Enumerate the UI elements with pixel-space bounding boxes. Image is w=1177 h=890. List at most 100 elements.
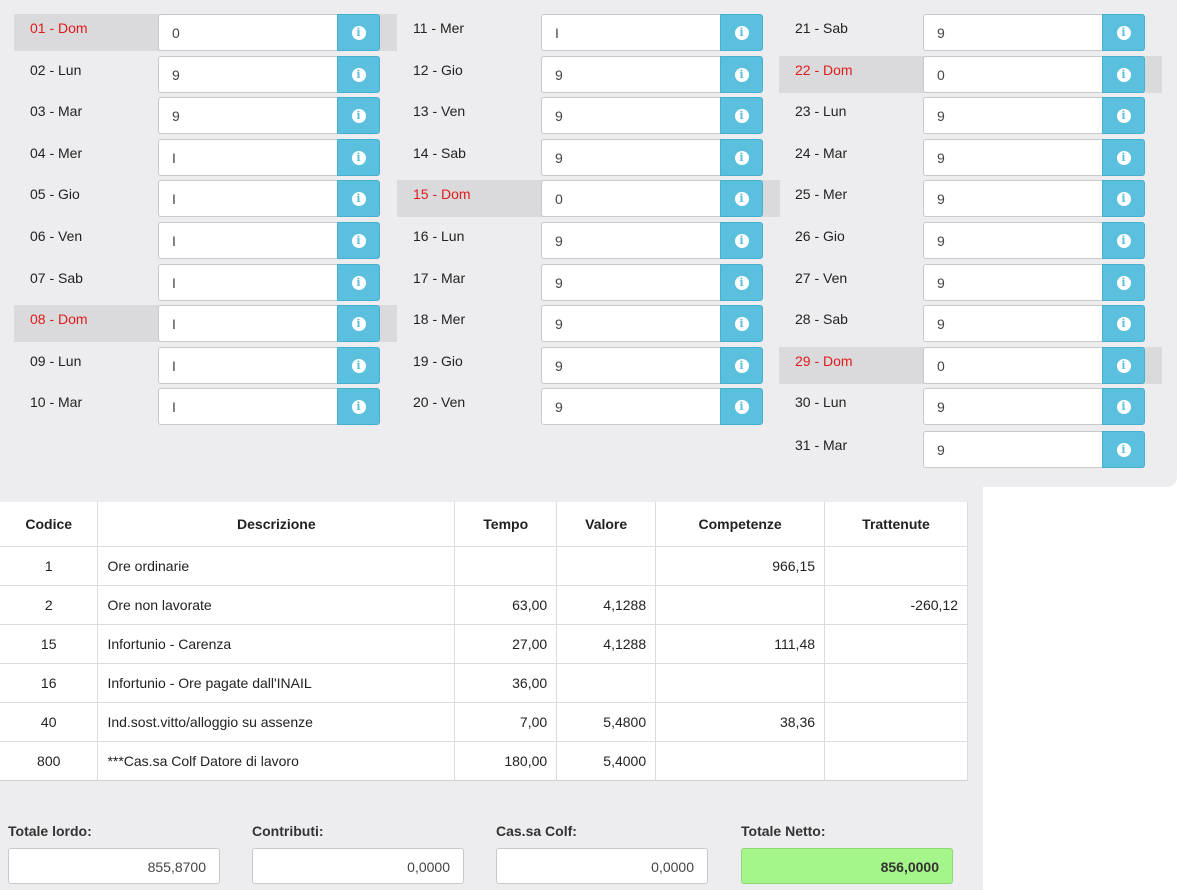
day-row: 03 - Mar 9 i — [14, 97, 397, 134]
day-label: 27 - Ven — [795, 270, 848, 286]
info-circle-icon: i — [1116, 191, 1131, 206]
cell-time: 27,00 — [454, 623, 558, 664]
day-info-button[interactable]: i — [1102, 14, 1145, 51]
cassa-colf-field[interactable]: 0,0000 — [496, 848, 708, 884]
day-hours-input[interactable]: 9 — [541, 56, 721, 93]
day-hours-input[interactable]: 0 — [158, 14, 338, 51]
day-label: 02 - Lun — [30, 62, 82, 78]
day-row: 14 - Sab 9 i — [397, 139, 780, 176]
cell-deductions — [824, 662, 968, 703]
day-info-button[interactable]: i — [337, 56, 380, 93]
day-info-button[interactable]: i — [720, 14, 763, 51]
day-hours-input[interactable]: I — [158, 305, 338, 342]
day-row: 02 - Lun 9 i — [14, 56, 397, 93]
day-label: 14 - Sab — [413, 145, 466, 161]
day-hours-input[interactable]: 9 — [158, 97, 338, 134]
day-info-button[interactable]: i — [720, 222, 763, 259]
day-info-button[interactable]: i — [1102, 180, 1145, 217]
day-hours-input[interactable]: 9 — [541, 139, 721, 176]
day-info-button[interactable]: i — [1102, 388, 1145, 425]
day-info-button[interactable]: i — [720, 56, 763, 93]
day-hours-input[interactable]: 9 — [923, 97, 1103, 134]
cell-earnings: 111,48 — [655, 623, 826, 664]
info-circle-icon: i — [1116, 25, 1131, 40]
day-hours-input[interactable]: 0 — [923, 56, 1103, 93]
day-info-button[interactable]: i — [337, 264, 380, 301]
day-info-button[interactable]: i — [720, 97, 763, 134]
day-info-button[interactable]: i — [720, 388, 763, 425]
day-info-button[interactable]: i — [337, 97, 380, 134]
info-circle-icon: i — [734, 67, 749, 82]
day-hours-input[interactable]: I — [541, 14, 721, 51]
contributions-field[interactable]: 0,0000 — [252, 848, 464, 884]
day-info-button[interactable]: i — [337, 388, 380, 425]
day-info-button[interactable]: i — [1102, 139, 1145, 176]
day-hours-input[interactable]: 9 — [541, 264, 721, 301]
day-info-button[interactable]: i — [1102, 222, 1145, 259]
day-info-button[interactable]: i — [337, 139, 380, 176]
day-hours-input[interactable]: 0 — [541, 180, 721, 217]
day-info-button[interactable]: i — [1102, 347, 1145, 384]
day-hours-input[interactable]: 9 — [923, 180, 1103, 217]
day-hours-input[interactable]: 9 — [923, 388, 1103, 425]
gross-total-field[interactable]: 855,8700 — [8, 848, 220, 884]
cell-description: Ind.sost.vitto/alloggio su assenze — [97, 701, 456, 742]
day-label: 03 - Mar — [30, 103, 83, 119]
day-info-button[interactable]: i — [1102, 264, 1145, 301]
cell-code: 800 — [0, 740, 99, 781]
day-hours-input[interactable]: 9 — [923, 222, 1103, 259]
day-hours-input[interactable]: I — [158, 180, 338, 217]
day-hours-input[interactable]: 9 — [541, 347, 721, 384]
cell-code: 1 — [0, 545, 99, 586]
day-hours-input[interactable]: 9 — [541, 305, 721, 342]
day-label: 24 - Mar — [795, 145, 848, 161]
info-circle-icon: i — [734, 191, 749, 206]
day-hours-input[interactable]: I — [158, 264, 338, 301]
net-total-field[interactable]: 856,0000 — [741, 848, 953, 884]
day-info-button[interactable]: i — [1102, 56, 1145, 93]
day-hours-input[interactable]: I — [158, 222, 338, 259]
info-circle-icon: i — [734, 233, 749, 248]
day-info-button[interactable]: i — [337, 14, 380, 51]
info-circle-icon: i — [734, 316, 749, 331]
day-info-button[interactable]: i — [720, 305, 763, 342]
day-info-button[interactable]: i — [337, 180, 380, 217]
day-hours-input[interactable]: 9 — [923, 264, 1103, 301]
cell-value: 5,4000 — [556, 740, 657, 781]
day-hours-input[interactable]: 9 — [923, 431, 1103, 468]
day-row: 26 - Gio 9 i — [779, 222, 1162, 259]
day-hours-input[interactable]: I — [158, 347, 338, 384]
day-row: 24 - Mar 9 i — [779, 139, 1162, 176]
day-label: 20 - Ven — [413, 394, 466, 410]
day-hours-input[interactable]: 9 — [923, 139, 1103, 176]
day-label: 09 - Lun — [30, 353, 82, 369]
day-info-button[interactable]: i — [1102, 97, 1145, 134]
day-row: 01 - Dom 0 i — [14, 14, 397, 51]
day-hours-input[interactable]: 9 — [541, 388, 721, 425]
day-hours-input[interactable]: 9 — [541, 97, 721, 134]
day-info-button[interactable]: i — [720, 264, 763, 301]
day-label: 06 - Ven — [30, 228, 83, 244]
day-info-button[interactable]: i — [337, 222, 380, 259]
day-info-button[interactable]: i — [1102, 305, 1145, 342]
day-hours-input[interactable]: 9 — [923, 305, 1103, 342]
day-info-button[interactable]: i — [1102, 431, 1145, 468]
day-hours-input[interactable]: I — [158, 388, 338, 425]
day-hours-input[interactable]: 0 — [923, 347, 1103, 384]
day-info-button[interactable]: i — [720, 180, 763, 217]
day-hours-input[interactable]: 9 — [541, 222, 721, 259]
day-label: 08 - Dom — [30, 311, 88, 327]
day-info-button[interactable]: i — [337, 347, 380, 384]
day-hours-input[interactable]: 9 — [158, 56, 338, 93]
day-label: 10 - Mar — [30, 394, 83, 410]
day-info-button[interactable]: i — [337, 305, 380, 342]
day-hours-input[interactable]: I — [158, 139, 338, 176]
header-earnings: Competenze — [655, 502, 826, 547]
header-deductions: Trattenute — [824, 502, 968, 547]
day-info-button[interactable]: i — [720, 347, 763, 384]
day-hours-input[interactable]: 9 — [923, 14, 1103, 51]
day-info-button[interactable]: i — [720, 139, 763, 176]
info-circle-icon: i — [1116, 399, 1131, 414]
cell-earnings — [655, 662, 826, 703]
